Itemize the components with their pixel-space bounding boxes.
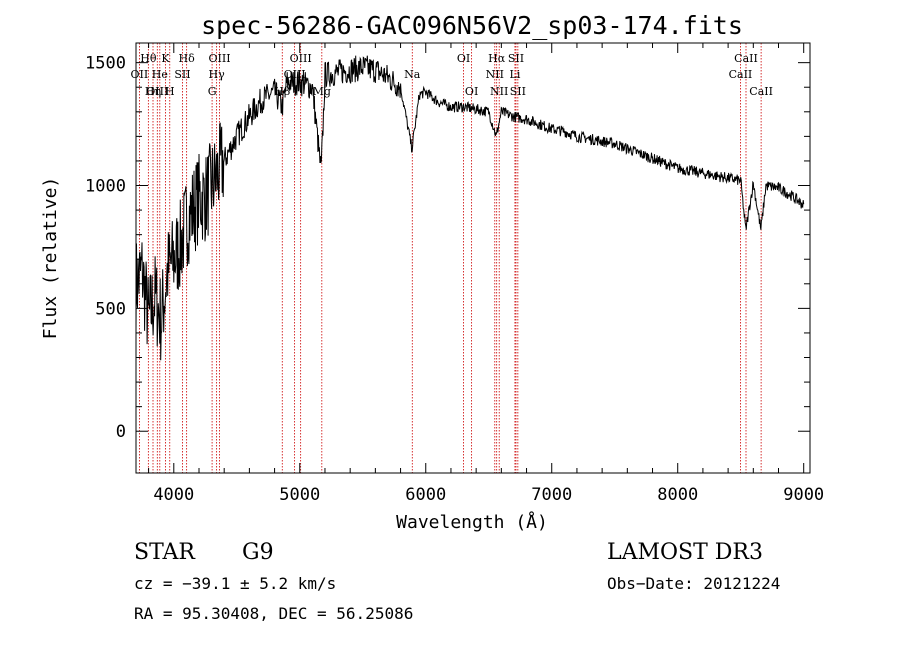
spectral-line-label: Hη bbox=[145, 85, 161, 98]
spectral-line-label: Li bbox=[510, 68, 521, 81]
sky-coordinates: RA = 95.30408, DEC = 56.25086 bbox=[134, 604, 414, 623]
x-tick-label: 4000 bbox=[153, 485, 194, 505]
spectral-line-label: G bbox=[208, 85, 217, 98]
spectral-line-label: CaII bbox=[729, 68, 753, 81]
plot-frame bbox=[135, 42, 811, 474]
y-tick-label: 1500 bbox=[85, 54, 126, 74]
object-class: STAR bbox=[134, 540, 195, 565]
spectral-line-label: NII bbox=[490, 85, 508, 98]
observation-date: Obs−Date: 20121224 bbox=[607, 574, 781, 593]
spectral-line-label: CaII bbox=[749, 85, 773, 98]
spectrum-series-line bbox=[135, 55, 805, 361]
y-tick-label: 0 bbox=[116, 422, 126, 442]
y-axis-label: Flux (relative) bbox=[40, 177, 61, 340]
spectral-line-label: Hγ bbox=[209, 68, 226, 81]
y-tick-label: 1000 bbox=[85, 177, 126, 197]
spectral-line-label: OI bbox=[457, 52, 470, 65]
spectral-line-label: He bbox=[152, 68, 168, 81]
chart-title: spec-56286-GAC096N56V2_sp03-174.fits bbox=[201, 11, 743, 40]
spectral-line-label: Hα bbox=[488, 52, 506, 65]
spectral-line-label: K bbox=[161, 52, 170, 65]
y-tick-label: 500 bbox=[95, 299, 126, 319]
spectral-line-label: NII bbox=[486, 68, 504, 81]
spectral-line-label: SII bbox=[510, 85, 526, 98]
x-tick-label: 8000 bbox=[657, 485, 698, 505]
object-subclass: G9 bbox=[242, 540, 274, 565]
spectral-line-label: OIII bbox=[208, 52, 230, 65]
spectral-line-label: Na bbox=[404, 68, 421, 81]
spectral-line-label: OIII bbox=[290, 52, 312, 65]
spectral-line-label: OI bbox=[465, 85, 478, 98]
spectral-line-label: H bbox=[165, 85, 175, 98]
x-tick-label: 7000 bbox=[531, 485, 572, 505]
spectral-line-label: Hδ bbox=[179, 52, 196, 65]
survey-name: LAMOST DR3 bbox=[607, 540, 763, 565]
spectral-line-label: CaII bbox=[734, 52, 758, 65]
redshift-cz: cz = −39.1 ± 5.2 km/s bbox=[134, 574, 337, 593]
spectral-line-label: SII bbox=[174, 68, 190, 81]
spectral-line-label: Hθ bbox=[140, 52, 157, 65]
spectral-line-label: OII bbox=[131, 68, 149, 81]
x-tick-label: 6000 bbox=[405, 485, 446, 505]
spectral-line-label: OIII bbox=[146, 85, 168, 98]
spectral-line-label: SII bbox=[508, 52, 524, 65]
x-tick-label: 5000 bbox=[279, 485, 320, 505]
x-tick-label: 9000 bbox=[783, 485, 824, 505]
x-axis-label: Wavelength (Å) bbox=[396, 511, 548, 533]
spectral-line-label: Mg bbox=[313, 85, 331, 98]
